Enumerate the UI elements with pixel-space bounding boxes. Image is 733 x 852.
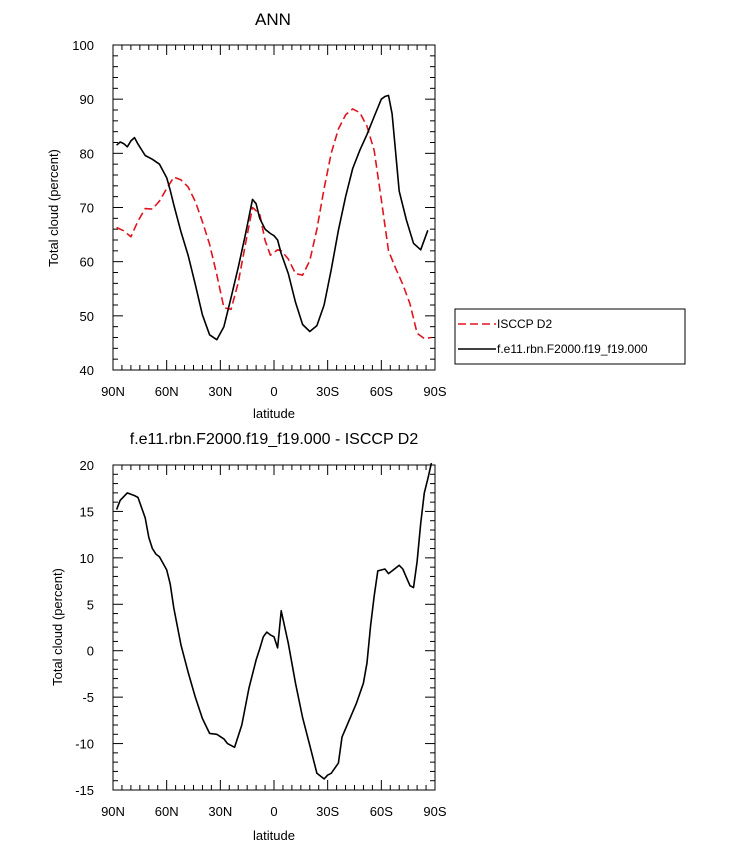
bottom-x-tick-label: 60S bbox=[370, 804, 393, 819]
top-chart-xlabel: latitude bbox=[253, 406, 295, 421]
bottom-y-tick-label: 0 bbox=[87, 644, 94, 659]
bottom-chart: f.e11.rbn.F2000.f19_f19.000 - ISCCP D2 9… bbox=[50, 431, 447, 843]
top-x-tick-label: 30N bbox=[208, 384, 232, 399]
top-x-tick-label: 60N bbox=[155, 384, 179, 399]
legend-label-isccp: ISCCP D2 bbox=[497, 317, 552, 331]
legend: ISCCP D2 f.e11.rbn.F2000.f19_f19.000 bbox=[454, 308, 686, 365]
bottom-y-tick-label: 5 bbox=[87, 597, 94, 612]
top-chart-ylabel: Total cloud (percent) bbox=[46, 149, 61, 267]
top-y-tick-label: 60 bbox=[80, 255, 94, 270]
top-x-tick-label: 0 bbox=[270, 384, 277, 399]
legend-box bbox=[454, 308, 686, 365]
top-x-tick-label: 90S bbox=[423, 384, 446, 399]
bottom-x-tick-label: 90S bbox=[423, 804, 446, 819]
top-series-line-1 bbox=[116, 94, 429, 341]
top-y-tick-label: 100 bbox=[72, 38, 94, 53]
top-chart-series bbox=[116, 94, 432, 341]
bottom-y-tick-label: -10 bbox=[75, 737, 94, 752]
top-y-tick-label: 80 bbox=[80, 146, 94, 161]
bottom-y-tick-label: 15 bbox=[80, 504, 94, 519]
top-y-tick-label: 40 bbox=[80, 363, 94, 378]
bottom-chart-frame bbox=[112, 464, 436, 791]
bottom-x-tick-label: 30S bbox=[316, 804, 339, 819]
bottom-y-tick-label: 20 bbox=[80, 458, 94, 473]
bottom-x-tick-label: 60N bbox=[155, 804, 179, 819]
legend-label-model: f.e11.rbn.F2000.f19_f19.000 bbox=[497, 342, 648, 356]
top-x-tick-label: 90N bbox=[101, 384, 125, 399]
top-chart-ticks: 90N 60N 30N 0 30S 60S 90S 40 50 60 70 80 90 100 bbox=[72, 38, 447, 399]
bottom-x-tick-label: 30N bbox=[208, 804, 232, 819]
top-chart-frame bbox=[112, 44, 436, 371]
bottom-x-tick-label: 0 bbox=[270, 804, 277, 819]
top-chart-title: ANN bbox=[255, 10, 291, 29]
bottom-y-tick-label: 10 bbox=[80, 551, 94, 566]
bottom-y-tick-label: -15 bbox=[75, 783, 94, 798]
top-chart: ANN 90N 60N 30N 0 30S 60S 90S 40 50 60 70 80 90 100 l… bbox=[46, 10, 447, 421]
top-x-tick-label: 60S bbox=[370, 384, 393, 399]
bottom-x-tick-label: 90N bbox=[101, 804, 125, 819]
top-y-tick-label: 70 bbox=[80, 201, 94, 216]
top-y-tick-label: 50 bbox=[80, 309, 94, 324]
bottom-chart-ticks: 90N 60N 30N 0 30S 60S 90S -15 -10 -5 0 5 10 15 20 bbox=[75, 458, 447, 819]
bottom-chart-title: f.e11.rbn.F2000.f19_f19.000 - ISCCP D2 bbox=[130, 431, 419, 448]
top-series-line-0 bbox=[116, 108, 432, 340]
bottom-y-tick-label: -5 bbox=[82, 690, 94, 705]
bottom-series-line-0 bbox=[115, 462, 433, 780]
bottom-chart-xlabel: latitude bbox=[253, 828, 295, 843]
top-y-tick-label: 90 bbox=[80, 92, 94, 107]
top-x-tick-label: 30S bbox=[316, 384, 339, 399]
bottom-chart-ylabel: Total cloud (percent) bbox=[50, 568, 65, 686]
bottom-chart-series bbox=[115, 462, 433, 780]
